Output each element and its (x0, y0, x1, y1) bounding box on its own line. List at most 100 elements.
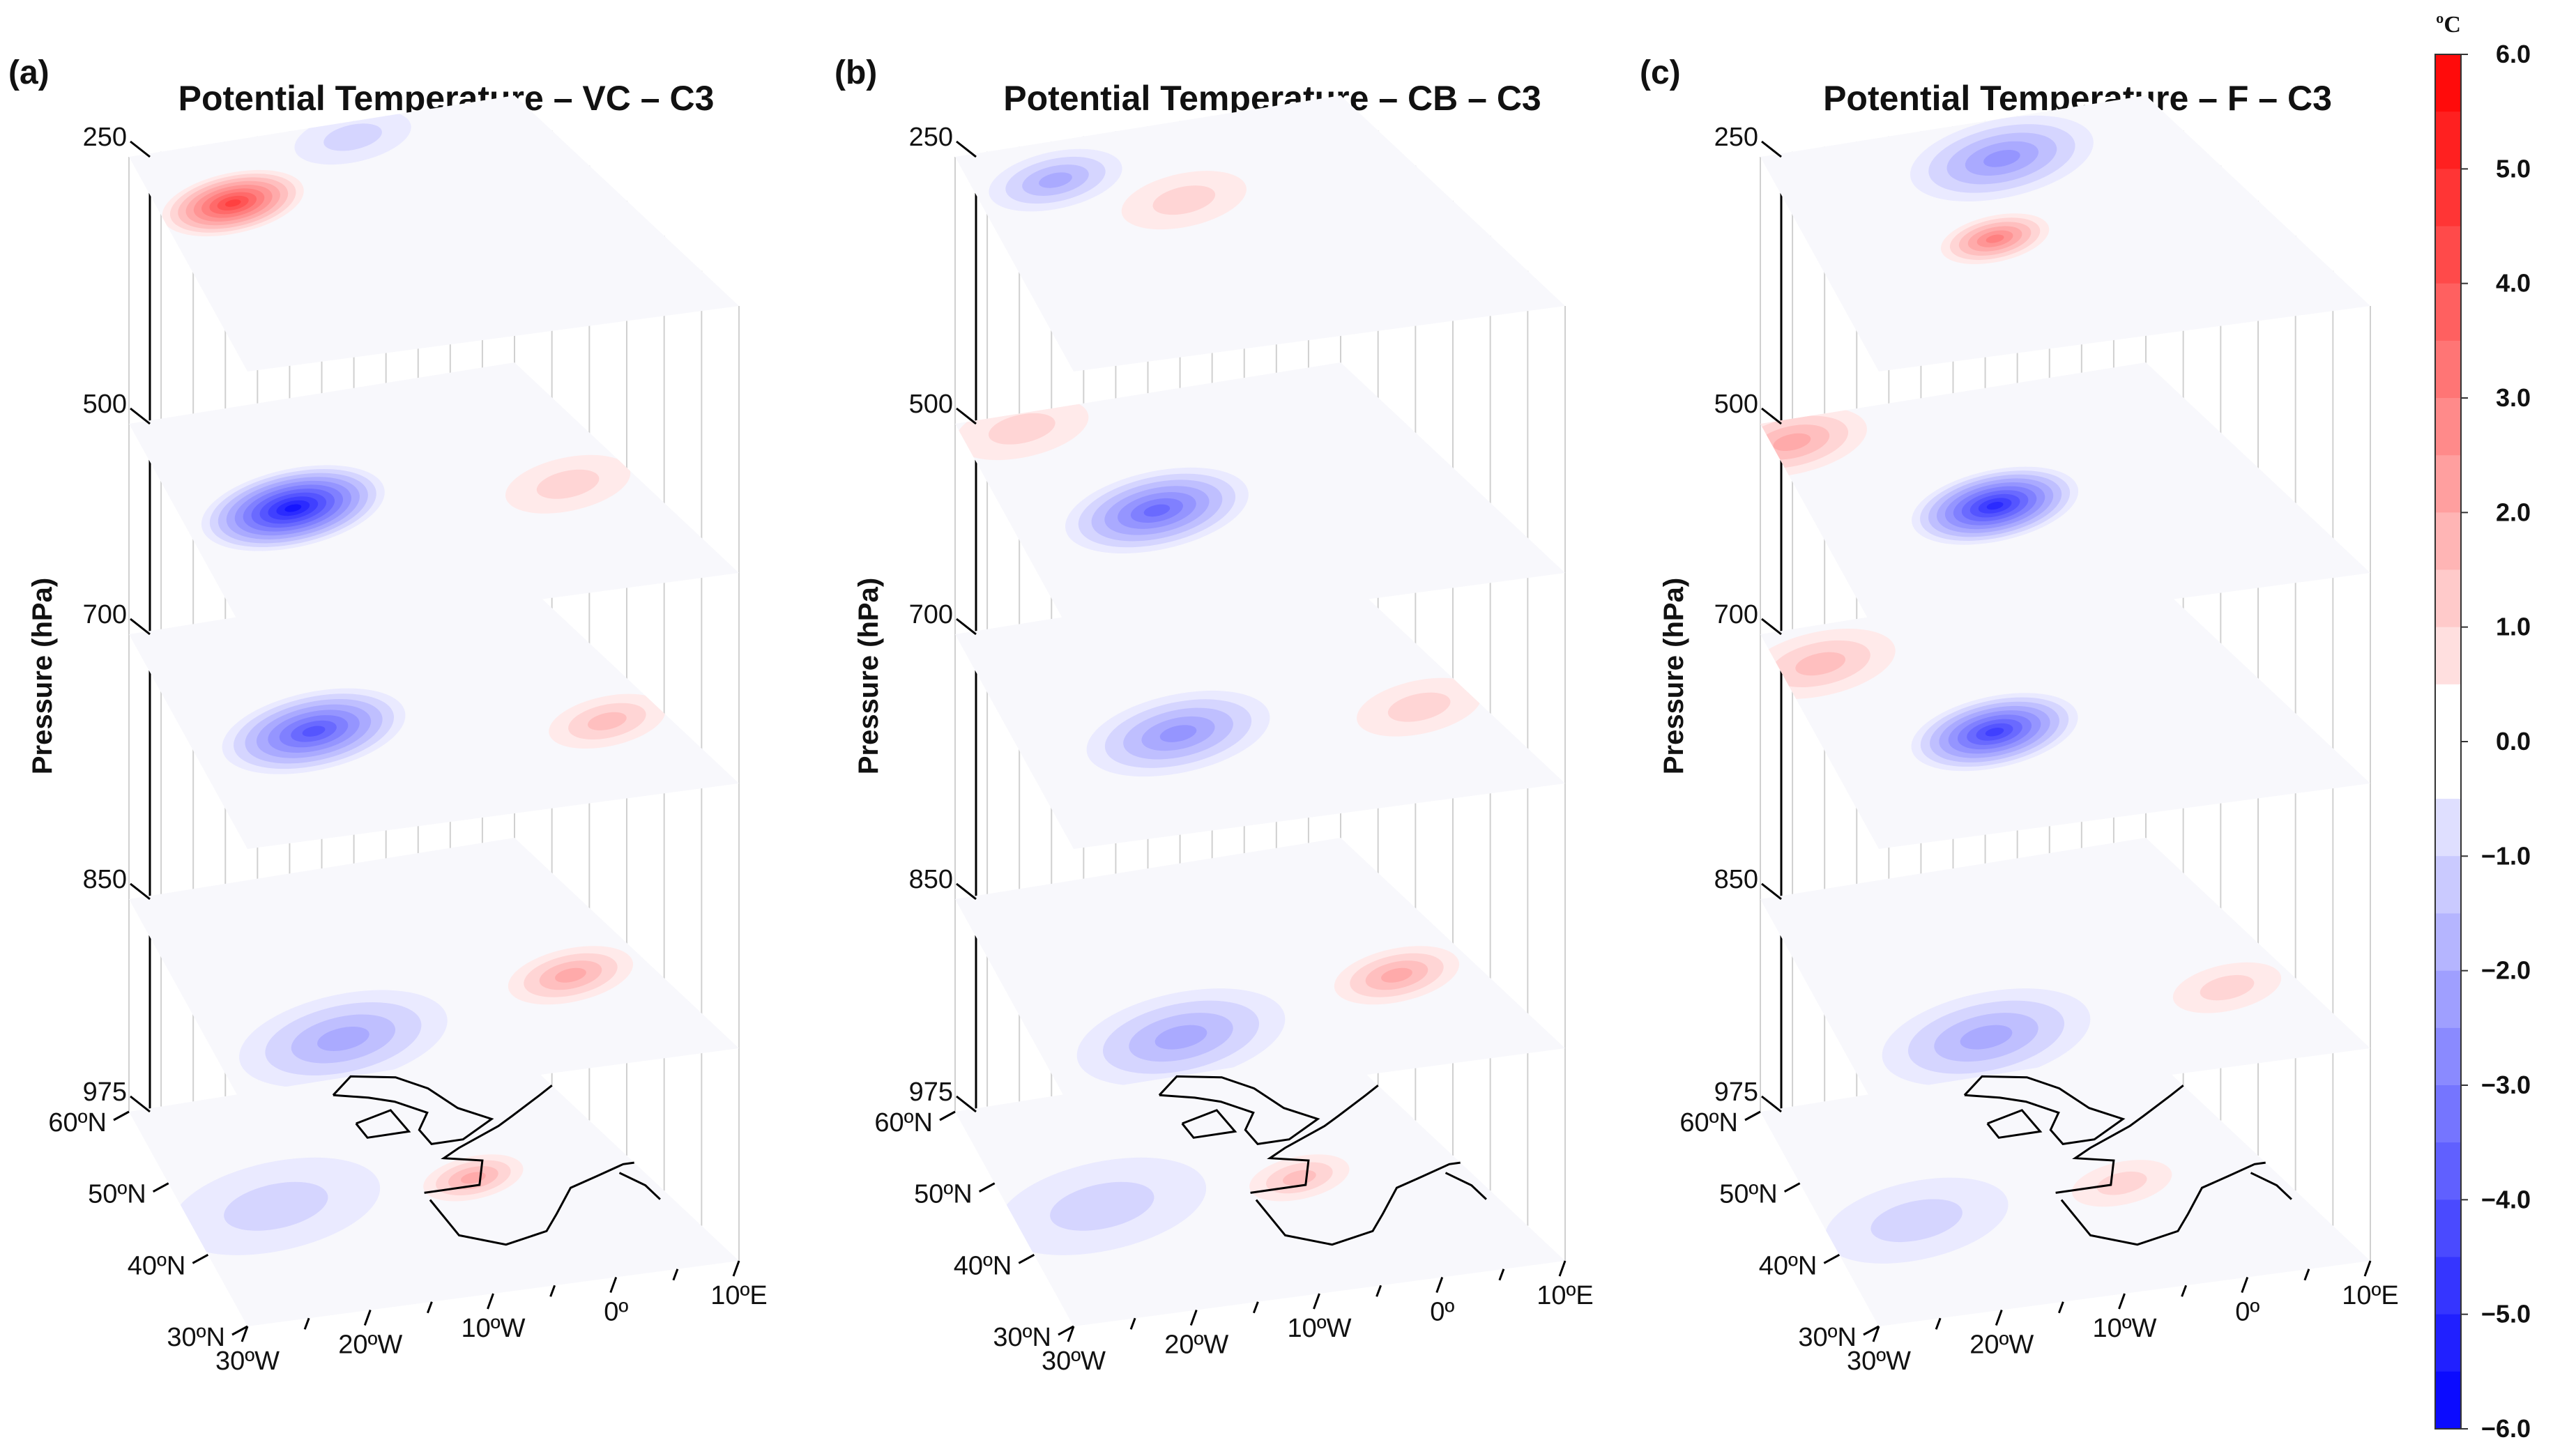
panel-1: (a)Potential Temperature – VC – C3Pressu… (8, 54, 768, 1376)
layer-975 (1760, 1050, 2370, 1326)
colorbar-bin (2435, 856, 2461, 914)
anomaly-contour (284, 504, 302, 512)
layer-850 (1760, 838, 2370, 1114)
lon-tick-label: 20ºW (1969, 1331, 2034, 1360)
lat-tick-label: 40ºN (1759, 1251, 1817, 1280)
colorbar-bin (2435, 112, 2461, 169)
colorbar-bin (2435, 569, 2461, 628)
colorbar-bin (2435, 799, 2461, 857)
layer-700 (955, 573, 1565, 849)
anomaly-contour (317, 1026, 369, 1051)
coastline (1158, 1075, 1487, 1246)
colorbar-bin (2435, 1085, 2461, 1143)
lon-tick-label: 20ºW (1164, 1331, 1228, 1360)
anomaly-contour (587, 712, 627, 730)
lon-tick-label: 10ºW (1287, 1314, 1351, 1343)
layer-975 (955, 1050, 1565, 1326)
colorbar-bin (2435, 627, 2461, 685)
anomaly-contour (323, 123, 382, 151)
anomaly-contour (555, 967, 586, 983)
colorbar-tick: 0.0 (2496, 727, 2531, 756)
colorbar: 6.0 5.0 4.0 3.0 2.0 1.0 0.0 −1.0 −2.0 −3.0 −4.0 −5.… (2434, 12, 2531, 1443)
colorbar-bin (2435, 1371, 2461, 1430)
colorbar-tick: −6.0 (2481, 1414, 2531, 1443)
anomaly-contour (1986, 234, 2004, 243)
colorbar-tick: −5.0 (2481, 1300, 2531, 1328)
lat-tick-label: 30ºN (993, 1323, 1051, 1352)
layer-500 (955, 362, 1565, 638)
lat-tick-label: 60ºN (874, 1108, 933, 1137)
anomaly-contour (1986, 501, 2004, 510)
anomaly-contour (1154, 1025, 1207, 1050)
colorbar-bin (2435, 970, 2461, 1029)
coastline (1963, 1075, 2292, 1246)
pressure-tick: 250 (83, 123, 127, 152)
anomaly-contour (1159, 725, 1197, 742)
colorbar-bin (2435, 340, 2461, 399)
lon-tick-label: 10ºW (2092, 1314, 2156, 1343)
lon-tick-label: 10ºE (1537, 1281, 1594, 1310)
layer-250 (1760, 95, 2370, 371)
colorbar-bin (2435, 1200, 2461, 1257)
layer-850 (129, 838, 739, 1114)
layer-700 (129, 573, 739, 849)
colorbar-tick: 1.0 (2496, 613, 2531, 641)
lat-tick-label: 30ºN (1798, 1323, 1857, 1352)
pressure-tick: 500 (909, 390, 953, 419)
anomaly-contour (1773, 433, 1811, 451)
layer-250 (129, 95, 739, 371)
colorbar-tick: −2.0 (2481, 956, 2531, 985)
anomaly-contour (989, 413, 1056, 445)
anomaly-contour (1050, 1181, 1154, 1231)
lon-tick-label: 30ºW (215, 1347, 280, 1376)
colorbar-bin (2435, 455, 2461, 513)
anomaly-contour (224, 199, 241, 207)
anomaly-contour (1387, 692, 1451, 722)
pressure-tick: 975 (1714, 1078, 1758, 1107)
anomaly-contour (1381, 967, 1412, 983)
colorbar-tick: 4.0 (2496, 269, 2531, 298)
anomaly-contour (1983, 150, 2020, 167)
anomaly-contour (1960, 1025, 2013, 1050)
anomaly-contour (2200, 974, 2255, 1001)
lat-tick-label: 60ºN (48, 1108, 107, 1137)
colorbar-bin (2435, 742, 2461, 799)
lat-tick-label: 30ºN (167, 1323, 225, 1352)
lon-tick-label: 10ºW (461, 1314, 525, 1343)
colorbar-tick: −3.0 (2481, 1071, 2531, 1099)
colorbar-bin (2435, 169, 2461, 227)
anomaly-contour (1985, 728, 2004, 737)
colorbar-unit: ºC (2436, 12, 2461, 38)
colorbar-tick: −1.0 (2481, 841, 2531, 870)
anomaly-contour (1870, 1199, 1963, 1243)
pressure-tick: 975 (83, 1078, 127, 1107)
colorbar-bin (2435, 283, 2461, 342)
lon-tick-label: 10ºE (2342, 1281, 2399, 1310)
anomaly-contour (224, 1181, 328, 1231)
anomaly-contour (1143, 504, 1171, 517)
layer-500 (129, 362, 739, 638)
layer-700 (1760, 573, 2370, 849)
lat-tick-label: 40ºN (954, 1251, 1012, 1280)
layer-850 (955, 838, 1565, 1114)
panel-label: (b) (835, 54, 877, 91)
panel-label: (c) (1640, 54, 1681, 91)
colorbar-bin (2435, 1314, 2461, 1372)
colorbar-bin (2435, 54, 2461, 112)
lat-tick-label: 40ºN (128, 1251, 186, 1280)
panel-3: (c)Potential Temperature – F – C3Pressur… (1640, 54, 2399, 1376)
lon-tick-label: 0º (604, 1298, 628, 1327)
colorbar-tick: 5.0 (2496, 154, 2531, 183)
lat-tick-label: 50ºN (88, 1180, 146, 1209)
colorbar-bin (2435, 1142, 2461, 1200)
colorbar-bin (2435, 1027, 2461, 1086)
pressure-tick: 250 (1714, 123, 1758, 152)
colorbar-tick: 3.0 (2496, 383, 2531, 412)
pressure-tick: 850 (83, 865, 127, 894)
lon-tick-label: 20ºW (338, 1331, 402, 1360)
panel-label: (a) (8, 54, 49, 91)
layer-250 (955, 95, 1565, 371)
colorbar-bin (2435, 1257, 2461, 1315)
panel-2: (b)Potential Temperature – CB – C3Pressu… (835, 54, 1594, 1376)
